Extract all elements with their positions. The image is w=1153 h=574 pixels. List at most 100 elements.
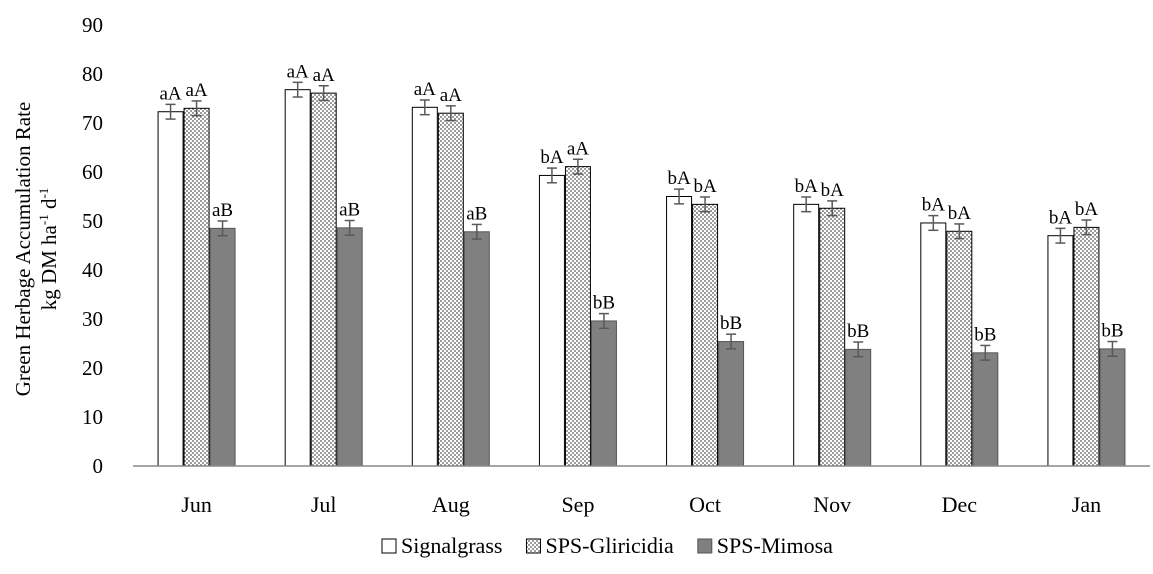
data-label: bA: [948, 203, 972, 224]
error-bar: [726, 333, 737, 350]
data-label: bB: [974, 324, 996, 345]
x-axis-ticks: Jun Jul Aug Sep Oct Nov Dec Jan: [181, 492, 1101, 517]
data-label: bA: [821, 180, 845, 201]
error-bar: [191, 100, 202, 117]
bar-sps-mimosa: [336, 227, 363, 467]
bar-sps-gliricidia: [946, 230, 973, 467]
data-label: aA: [414, 79, 436, 100]
y-axis-unit-base: kg DM ha: [37, 224, 61, 310]
x-tick-label: Aug: [432, 492, 470, 517]
bar-signalgrass: [284, 89, 311, 467]
y-axis-label-line2: kg DM ha-1 d-1: [36, 188, 61, 311]
error-bar: [801, 196, 812, 213]
bar-sps-gliricidia: [564, 166, 591, 467]
bar-sps-gliricidia: [310, 92, 337, 467]
error-bar: [980, 344, 991, 361]
data-label: bB: [720, 313, 742, 334]
legend: Signalgrass SPS-Gliricidia SPS-Mimosa: [381, 533, 833, 558]
data-label: bA: [922, 195, 946, 216]
error-bar: [827, 200, 838, 217]
bar-signalgrass: [1047, 235, 1074, 467]
error-bar: [1107, 340, 1118, 357]
error-bar: [445, 105, 456, 122]
data-label: bB: [847, 321, 869, 342]
legend-label-sps-gliricidia: SPS-Gliricidia: [545, 533, 674, 558]
bar-signalgrass: [538, 174, 565, 467]
legend-label-signalgrass: Signalgrass: [401, 533, 502, 558]
data-label: aB: [212, 200, 233, 221]
x-tick-label: Oct: [689, 492, 721, 517]
y-axis-label-line1: Green Herbage Accumulation Rate: [11, 102, 35, 396]
bar-signalgrass: [920, 222, 947, 467]
y-tick-label: 10: [82, 405, 103, 429]
legend-label-sps-mimosa: SPS-Mimosa: [717, 533, 833, 558]
bar-sps-mimosa: [845, 348, 872, 467]
bar-sps-gliricidia: [1073, 226, 1100, 467]
y-axis-unit-sup1: -1: [36, 214, 51, 225]
error-bar: [217, 220, 228, 237]
bar-sps-gliricidia: [183, 107, 210, 467]
data-label: bB: [1101, 321, 1123, 342]
error-bar: [471, 223, 482, 240]
bar-sps-mimosa: [1099, 348, 1126, 467]
bar-sps-gliricidia: [819, 207, 846, 467]
bar-sps-mimosa: [718, 341, 745, 467]
x-tick-label: Jun: [181, 492, 212, 517]
error-bar: [1055, 227, 1066, 244]
legend-swatch-signalgrass: [381, 538, 397, 554]
error-bar: [700, 196, 711, 213]
y-tick-label: 80: [82, 62, 103, 86]
y-tick-label: 40: [82, 258, 103, 282]
error-bar: [318, 85, 329, 102]
data-label: aA: [567, 138, 589, 159]
error-bar: [598, 312, 609, 330]
bar-signalgrass: [411, 106, 438, 467]
y-tick-label: 90: [82, 13, 103, 37]
bar-sps-mimosa: [463, 231, 490, 467]
error-bar: [344, 219, 355, 236]
error-bar: [165, 103, 176, 120]
data-label: bA: [1049, 207, 1073, 228]
y-tick-label: 0: [93, 454, 104, 478]
bar-signalgrass: [793, 203, 820, 467]
y-axis-unit-sup2: -1: [36, 188, 51, 199]
y-axis-ticks: 0 10 20 30 40 50 60 70 80 90: [82, 13, 103, 478]
bar-sps-mimosa: [209, 227, 236, 467]
error-bar: [546, 167, 557, 184]
data-label: bA: [693, 176, 717, 197]
data-label: aB: [339, 200, 360, 221]
bar-sps-gliricidia: [692, 203, 719, 467]
x-tick-label: Sep: [561, 492, 594, 517]
legend-swatch-sps-gliricidia: [525, 538, 541, 554]
data-label: aB: [466, 203, 487, 224]
x-tick-label: Dec: [942, 492, 978, 517]
legend-swatch-sps-mimosa: [697, 538, 713, 554]
x-tick-label: Jan: [1072, 492, 1101, 517]
y-axis-label: Green Herbage Accumulation Rate kg DM ha…: [11, 102, 61, 396]
error-bar: [853, 341, 864, 358]
y-axis-unit-mid: d: [37, 198, 61, 214]
y-tick-label: 50: [82, 209, 103, 233]
data-label: aA: [287, 61, 309, 82]
data-label: bA: [1075, 199, 1099, 220]
bar-sps-mimosa: [590, 320, 617, 467]
x-tick-label: Nov: [813, 492, 851, 517]
x-tick-label: Jul: [311, 492, 337, 517]
error-bar: [419, 99, 430, 116]
error-bar: [1081, 219, 1092, 236]
y-tick-label: 60: [82, 160, 103, 184]
data-label: bB: [593, 293, 615, 314]
error-bar: [954, 223, 965, 240]
error-bar: [674, 188, 685, 205]
data-label: aA: [185, 80, 207, 101]
data-label: aA: [440, 85, 462, 106]
y-tick-label: 20: [82, 356, 103, 380]
error-bar: [928, 214, 939, 232]
data-label: aA: [313, 65, 335, 86]
bar-sps-gliricidia: [437, 112, 464, 467]
bar-signalgrass: [666, 196, 693, 467]
bars: [157, 89, 1126, 467]
data-label: aA: [159, 83, 181, 104]
